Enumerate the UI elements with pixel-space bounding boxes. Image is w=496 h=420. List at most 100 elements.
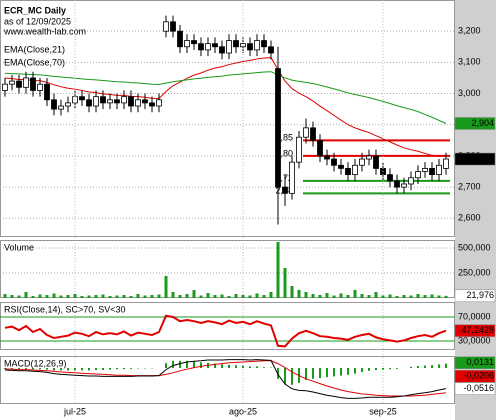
volume-bar (199, 295, 203, 298)
histogram-bar (88, 368, 90, 371)
subtitle: as of 12/09/2025 (4, 16, 71, 26)
histogram-bar (200, 362, 202, 368)
volume-bar (444, 295, 448, 298)
y-tick-label: 3,100 (458, 57, 481, 67)
histogram-bar (389, 368, 391, 370)
volume-bar (38, 294, 42, 298)
histogram-bar (340, 368, 342, 376)
histogram-bar (67, 368, 69, 371)
volume-bar (402, 295, 406, 298)
volume-bar (332, 295, 336, 298)
candle-body (338, 164, 344, 169)
volume-bar (185, 294, 189, 298)
marker-box (454, 369, 496, 383)
histogram-bar (410, 366, 412, 368)
panel-title: Volume (4, 242, 34, 252)
volume-bar (157, 294, 161, 298)
volume-bar (367, 295, 371, 298)
histogram-bar (228, 364, 230, 368)
volume-bar (206, 293, 210, 298)
histogram-bar (53, 368, 55, 371)
volume-bar (276, 242, 280, 298)
candle-body (156, 99, 162, 107)
candle-body (149, 102, 155, 107)
candle-body (317, 139, 323, 157)
volume-bar (227, 296, 231, 298)
histogram-bar (375, 368, 377, 370)
histogram-bar (39, 368, 41, 370)
histogram-bar (32, 368, 34, 370)
histogram-bar (424, 365, 426, 368)
histogram-bar (172, 360, 174, 368)
candle-body (100, 96, 106, 104)
marker-label: -0,0206 (463, 371, 494, 381)
histogram-bar (74, 368, 76, 371)
volume-bar (339, 293, 343, 298)
volume-bar (45, 295, 49, 298)
x-tick-label: sep-25 (369, 406, 397, 416)
histogram-bar (116, 368, 118, 370)
level-label: 2,85 (275, 133, 293, 143)
candle-body (408, 177, 414, 185)
candle-body (226, 40, 232, 54)
candle-body (366, 155, 372, 160)
histogram-bar (333, 368, 335, 377)
y-tick-label: 30,0000 (458, 335, 491, 345)
histogram-bar (417, 366, 419, 368)
histogram-bar (60, 368, 62, 371)
marker-label: 0,0131 (466, 357, 494, 367)
histogram-bar (214, 363, 216, 368)
candle-body (443, 158, 449, 169)
panel-frame (0, 356, 455, 404)
candle-body (310, 127, 316, 141)
y-tick-label: 3,000 (458, 88, 481, 98)
histogram-bar (109, 368, 111, 370)
volume-bar (129, 296, 133, 298)
volume-bar (423, 295, 427, 298)
histogram-bar (193, 361, 195, 368)
candle-body (387, 174, 393, 182)
ema-line (4, 57, 447, 157)
volume-bar (31, 296, 35, 298)
candle-body (114, 99, 120, 104)
candle-body (219, 46, 225, 54)
volume-bar (150, 295, 154, 298)
volume-bar (143, 295, 147, 298)
histogram-bar (18, 368, 20, 370)
panel-title: MACD(12,26,9) (4, 358, 67, 368)
candle-body (184, 40, 190, 48)
histogram-bar (382, 368, 384, 370)
volume-bar (353, 290, 357, 298)
chart-title: ECR_MC Daily (4, 5, 66, 15)
y-tick-label: 70,0000 (458, 311, 491, 321)
candle-body (37, 83, 43, 91)
volume-bar (255, 293, 259, 298)
last-label: 21,976 (466, 290, 494, 300)
legend-entry: EMA(Close,70) (4, 57, 65, 67)
candle-body (296, 136, 302, 163)
volume-bar (416, 294, 420, 298)
candle-body (261, 40, 267, 48)
ema-line (4, 71, 447, 124)
volume-bar (346, 295, 350, 298)
histogram-bar (123, 368, 125, 370)
candle-body (163, 21, 169, 32)
volume-bar (10, 295, 14, 298)
last-label: 2,790 (471, 153, 494, 163)
candle-body (422, 167, 428, 172)
level-label: 2,80 (275, 148, 293, 158)
volume-bar (192, 290, 196, 298)
last-label: 2,904 (471, 118, 494, 128)
volume-bar (360, 294, 364, 298)
y-tick-label: 2,600 (458, 213, 481, 223)
volume-bar (234, 294, 238, 298)
histogram-bar (165, 363, 167, 368)
y-tick-label: 500,000 (458, 242, 491, 252)
volume-bar (311, 294, 315, 298)
candle-body (79, 96, 85, 101)
x-tick-label: ago-25 (229, 406, 257, 416)
candle-body (394, 180, 400, 188)
histogram-bar (179, 360, 181, 368)
candle-body (233, 40, 239, 48)
candle-body (324, 155, 330, 160)
